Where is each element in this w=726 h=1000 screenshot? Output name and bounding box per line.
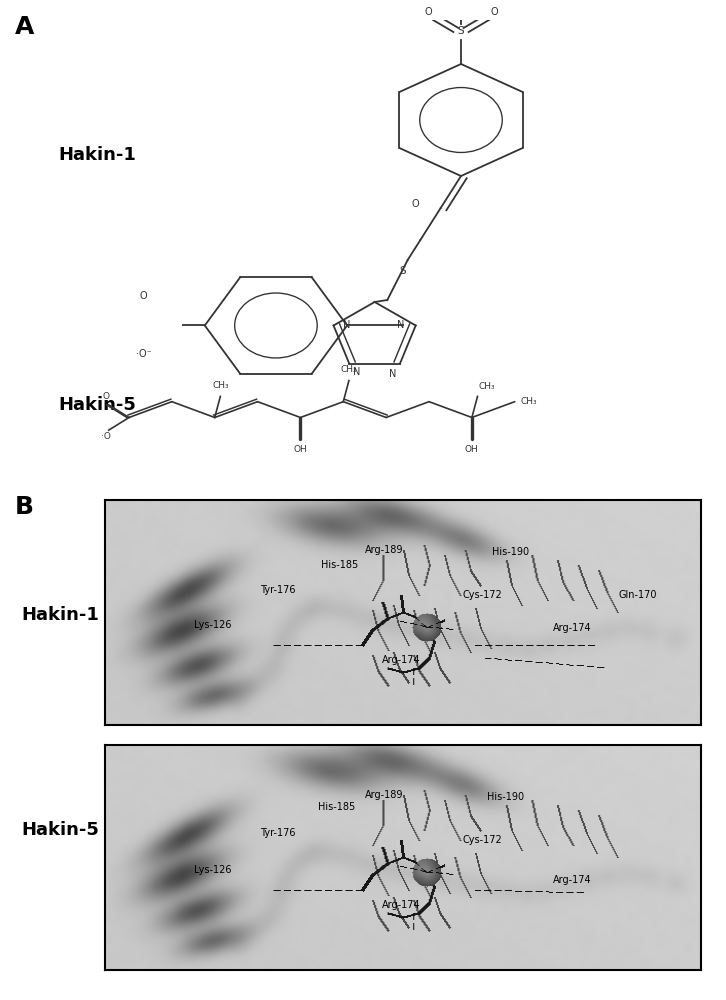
Text: Arg-174: Arg-174	[382, 655, 420, 665]
Text: His-185: His-185	[317, 802, 355, 812]
Text: O: O	[103, 392, 110, 401]
Text: Lys-126: Lys-126	[195, 620, 232, 630]
Text: O: O	[424, 7, 432, 17]
Text: Gln-170: Gln-170	[619, 590, 657, 600]
Text: N: N	[388, 369, 396, 379]
Text: ·O: ·O	[102, 432, 111, 441]
Text: O: O	[412, 199, 419, 209]
Text: O: O	[140, 291, 147, 301]
Text: Tyr-176: Tyr-176	[260, 828, 295, 838]
Text: Hakin-1: Hakin-1	[58, 146, 136, 164]
Text: CH₃: CH₃	[478, 382, 495, 391]
Text: S: S	[457, 26, 465, 36]
Text: N: N	[343, 320, 350, 330]
Text: CH₃: CH₃	[521, 397, 537, 406]
Text: Arg-189: Arg-189	[365, 790, 404, 800]
Text: N: N	[397, 320, 404, 330]
Text: Cys-172: Cys-172	[462, 590, 502, 600]
Text: B: B	[15, 495, 33, 519]
Text: A: A	[15, 15, 34, 39]
Text: His-190: His-190	[487, 792, 524, 802]
Text: O: O	[490, 7, 498, 17]
Text: Arg-174: Arg-174	[553, 623, 592, 633]
Text: CH₃: CH₃	[212, 381, 229, 390]
Text: OH: OH	[465, 445, 478, 454]
Text: Hakin-5: Hakin-5	[58, 396, 136, 414]
Text: Hakin-1: Hakin-1	[22, 606, 99, 624]
Text: N: N	[353, 367, 361, 377]
Text: Arg-174: Arg-174	[382, 900, 420, 910]
Text: S: S	[399, 266, 406, 276]
Text: Hakin-5: Hakin-5	[22, 821, 99, 839]
Text: Cys-172: Cys-172	[462, 835, 502, 845]
Text: ·O⁻: ·O⁻	[136, 349, 152, 359]
Text: Lys-126: Lys-126	[195, 865, 232, 875]
Text: Arg-189: Arg-189	[365, 545, 404, 555]
Text: Arg-174: Arg-174	[553, 875, 592, 885]
Text: Tyr-176: Tyr-176	[260, 585, 295, 595]
Text: His-190: His-190	[492, 547, 529, 557]
Text: His-185: His-185	[321, 560, 358, 570]
Text: OH: OH	[293, 445, 307, 454]
Text: CH₃: CH₃	[340, 365, 357, 374]
